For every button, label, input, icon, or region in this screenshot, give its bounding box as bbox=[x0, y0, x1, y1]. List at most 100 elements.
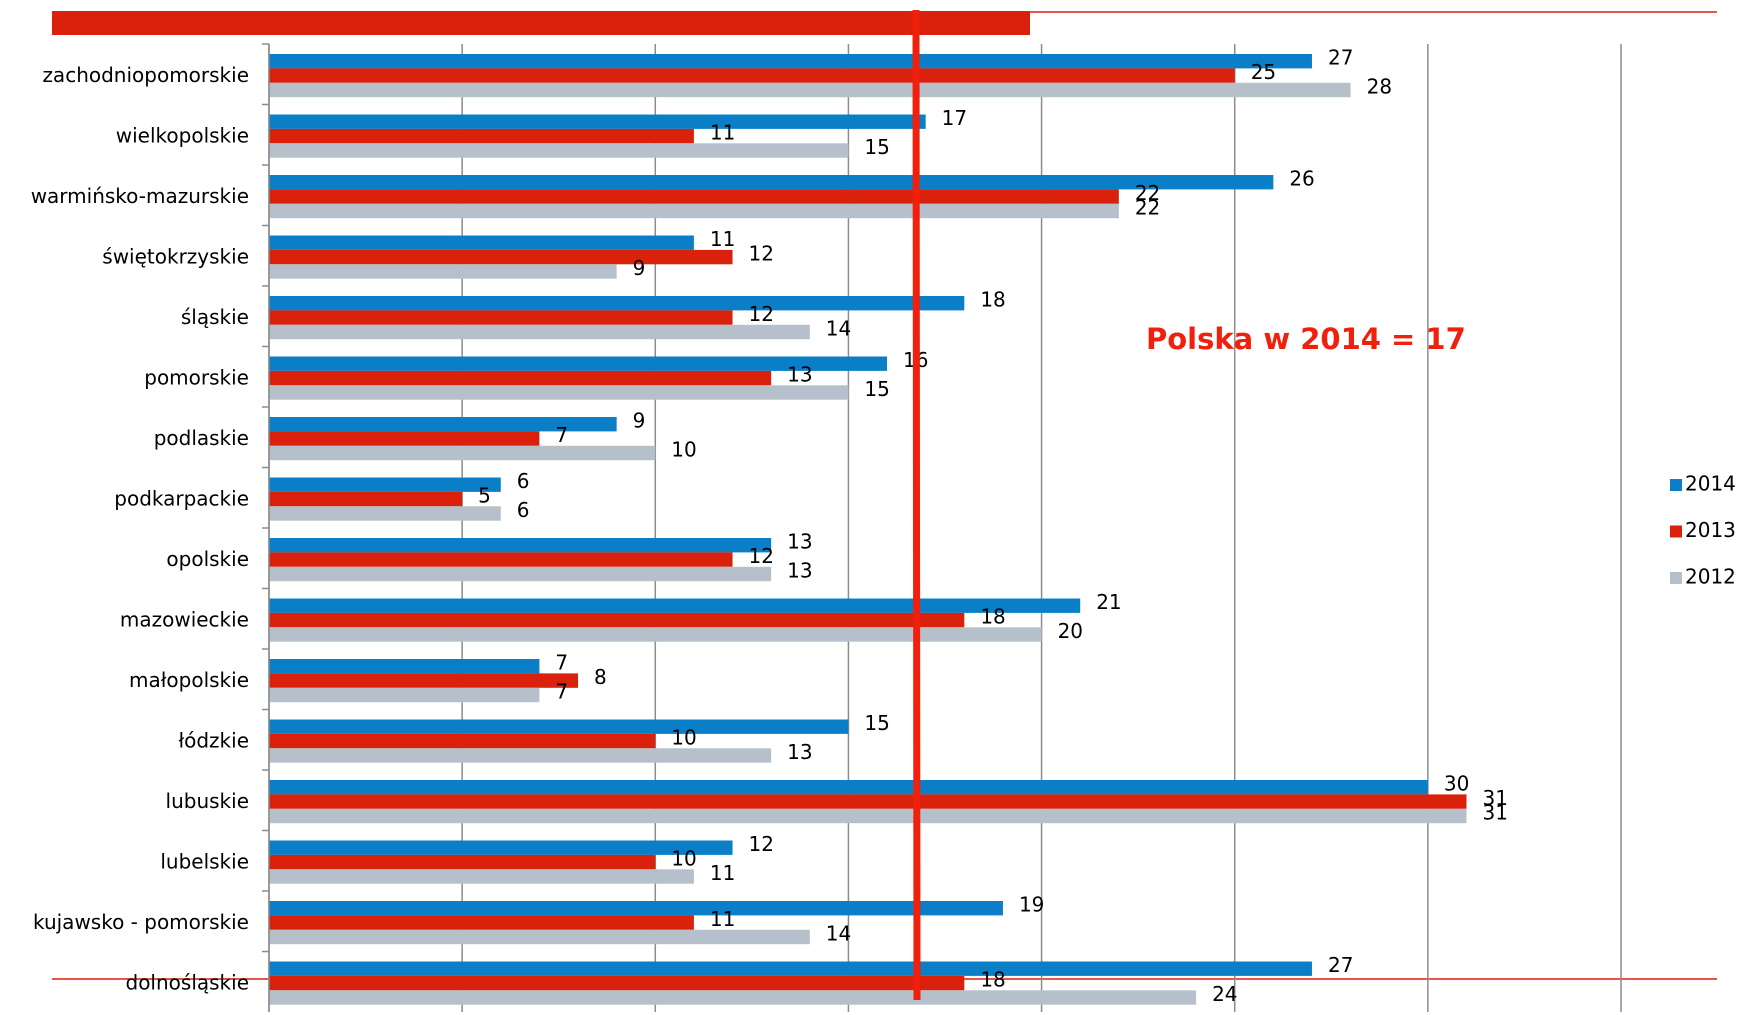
data-label: 12 bbox=[749, 302, 774, 326]
legend-swatch bbox=[1670, 572, 1682, 584]
data-label: 18 bbox=[980, 288, 1005, 312]
bar bbox=[269, 491, 463, 507]
data-label: 13 bbox=[787, 559, 812, 583]
bar bbox=[269, 748, 772, 763]
data-label: 14 bbox=[826, 922, 851, 946]
data-label: 20 bbox=[1058, 619, 1083, 643]
bar bbox=[269, 538, 772, 553]
y-tick-label: lubuskie bbox=[166, 789, 249, 813]
y-tick-label: kujawsko - pomorskie bbox=[33, 910, 249, 934]
bar bbox=[269, 733, 656, 749]
data-label: 5 bbox=[478, 484, 491, 508]
data-label: 11 bbox=[710, 227, 735, 251]
bar bbox=[269, 324, 810, 340]
bar bbox=[269, 506, 501, 521]
data-label: 7 bbox=[555, 651, 568, 675]
bar bbox=[269, 627, 1042, 642]
data-label: 12 bbox=[749, 832, 774, 856]
data-label: 10 bbox=[671, 726, 696, 750]
data-label: 28 bbox=[1367, 75, 1392, 99]
y-tick-label: świętokrzyskie bbox=[102, 244, 249, 268]
data-label: 22 bbox=[1135, 181, 1160, 205]
bar bbox=[269, 840, 733, 855]
bar bbox=[269, 975, 965, 991]
bar bbox=[269, 417, 617, 432]
data-label: 12 bbox=[749, 242, 774, 266]
y-tick-label: łódzkie bbox=[178, 728, 249, 752]
bar bbox=[269, 114, 926, 129]
data-label: 11 bbox=[710, 907, 735, 931]
bar bbox=[269, 54, 1312, 69]
bar bbox=[269, 794, 1467, 809]
bar bbox=[269, 264, 617, 279]
data-label: 7 bbox=[555, 680, 568, 704]
data-label: 27 bbox=[1328, 953, 1353, 977]
bar bbox=[269, 431, 540, 446]
data-label: 11 bbox=[710, 861, 735, 885]
data-label: 10 bbox=[671, 438, 696, 462]
data-label: 21 bbox=[1096, 590, 1121, 614]
bar bbox=[269, 808, 1467, 824]
y-tick-label: dolnośląskie bbox=[126, 970, 250, 994]
data-label: 17 bbox=[942, 106, 967, 130]
y-tick-label: podkarpackie bbox=[114, 486, 249, 510]
bar bbox=[269, 385, 849, 400]
bar bbox=[269, 869, 694, 884]
bar bbox=[269, 990, 1197, 1005]
bar bbox=[269, 128, 694, 144]
bar bbox=[269, 854, 656, 870]
data-label: 14 bbox=[826, 317, 851, 341]
legend-swatch bbox=[1670, 525, 1682, 538]
bar bbox=[269, 356, 888, 371]
y-tick-label: małopolskie bbox=[129, 668, 249, 692]
data-label: 18 bbox=[980, 968, 1005, 992]
bar bbox=[269, 296, 965, 311]
data-label: 12 bbox=[749, 544, 774, 568]
reference-line bbox=[912, 9, 921, 1001]
y-tick-label: wielkopolskie bbox=[116, 123, 249, 147]
bar bbox=[269, 310, 733, 325]
bar bbox=[269, 719, 849, 734]
data-label: 15 bbox=[864, 377, 889, 401]
bar bbox=[269, 477, 501, 492]
bar bbox=[269, 929, 810, 945]
data-label: 13 bbox=[787, 363, 812, 387]
bar bbox=[269, 189, 1119, 204]
bar bbox=[269, 901, 1003, 916]
y-tick-label: pomorskie bbox=[144, 365, 249, 389]
y-tick-label: warmińsko-mazurskie bbox=[31, 184, 249, 208]
data-label: 6 bbox=[517, 498, 530, 522]
data-label: 15 bbox=[864, 135, 889, 159]
plot: zachodniopomorskie 27 25 28 wielkopolskie 17 1… bbox=[31, 43, 1736, 1012]
bar bbox=[269, 612, 965, 628]
legend-label: 2013 bbox=[1685, 518, 1736, 542]
data-label: 6 bbox=[517, 469, 530, 493]
y-tick-label: opolskie bbox=[166, 547, 249, 571]
y-tick-label: zachodniopomorskie bbox=[42, 63, 249, 87]
data-label: 22 bbox=[1135, 196, 1160, 220]
data-label: 30 bbox=[1444, 772, 1469, 796]
data-label: 13 bbox=[787, 530, 812, 554]
y-tick-label: śląskie bbox=[181, 305, 249, 329]
data-label: 26 bbox=[1289, 167, 1314, 191]
data-label: 19 bbox=[1019, 893, 1044, 917]
legend-label: 2014 bbox=[1685, 472, 1736, 496]
y-tick-label: podlaskie bbox=[154, 426, 249, 450]
data-label: 25 bbox=[1251, 60, 1276, 84]
bar bbox=[269, 143, 849, 158]
data-label: 11 bbox=[710, 121, 735, 145]
bar bbox=[269, 687, 540, 703]
data-label: 9 bbox=[633, 256, 646, 280]
data-label: 7 bbox=[555, 423, 568, 447]
data-label: 8 bbox=[594, 665, 607, 689]
bar bbox=[269, 370, 772, 386]
bar bbox=[269, 203, 1119, 219]
bar bbox=[269, 82, 1351, 98]
bar bbox=[269, 235, 694, 250]
legend-swatch bbox=[1670, 479, 1682, 491]
data-label: 24 bbox=[1212, 982, 1237, 1006]
bar bbox=[269, 659, 540, 674]
legend-label: 2012 bbox=[1685, 565, 1736, 589]
annotation: Polska w 2014 = 17 bbox=[1146, 322, 1466, 356]
